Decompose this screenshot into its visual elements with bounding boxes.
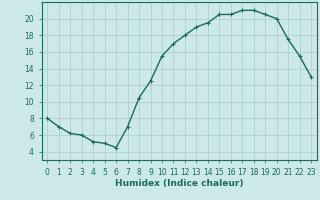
X-axis label: Humidex (Indice chaleur): Humidex (Indice chaleur) bbox=[115, 179, 244, 188]
